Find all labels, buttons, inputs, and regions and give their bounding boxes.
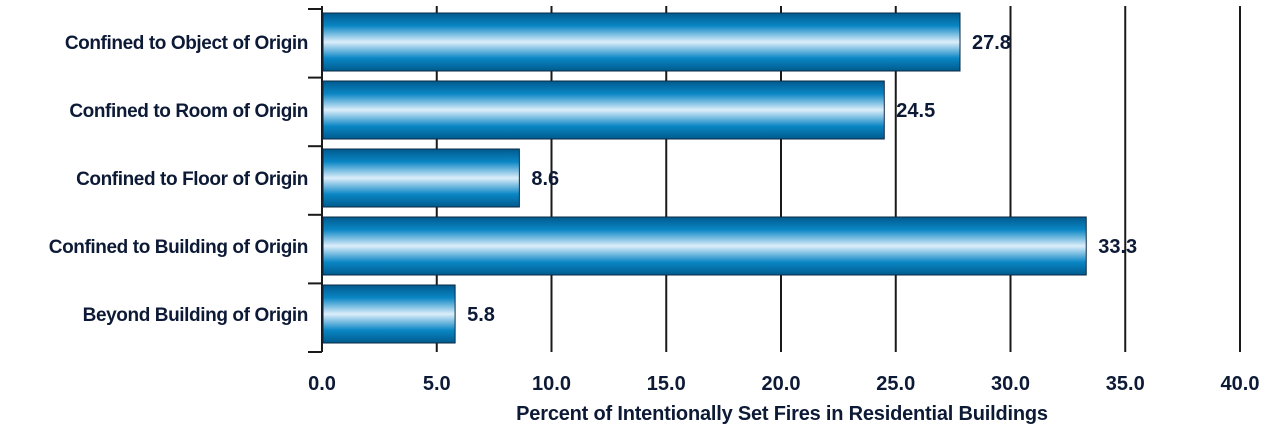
x-tick-label: 15.0	[647, 373, 686, 395]
x-tick-label: 35.0	[1106, 373, 1145, 395]
x-tick-label: 10.0	[532, 373, 571, 395]
category-label: Confined to Object of Origin	[65, 33, 308, 54]
category-label: Confined to Room of Origin	[69, 101, 308, 122]
x-tick-label: 0.0	[308, 373, 336, 395]
x-tick-label: 20.0	[762, 373, 801, 395]
bar-value-label: 8.6	[531, 168, 559, 190]
bar-value-label: 24.5	[896, 100, 935, 122]
bar	[323, 285, 455, 343]
x-tick-label: 30.0	[991, 373, 1030, 395]
category-label: Confined to Building of Origin	[49, 237, 308, 258]
x-tick-label: 40.0	[1221, 373, 1260, 395]
bar	[323, 81, 884, 139]
bar-value-label: 27.8	[972, 32, 1011, 54]
category-label: Confined to Floor of Origin	[76, 169, 308, 190]
bar	[323, 217, 1086, 275]
bar-value-label: 5.8	[467, 304, 495, 326]
axes	[308, 6, 322, 352]
category-label: Beyond Building of Origin	[83, 305, 308, 326]
bar	[323, 13, 960, 71]
bar-value-label: 33.3	[1098, 236, 1137, 258]
bars	[323, 13, 1086, 343]
x-axis-title: Percent of Intentionally Set Fires in Re…	[516, 403, 1048, 425]
x-tick-label: 5.0	[423, 373, 451, 395]
bar	[323, 149, 519, 207]
x-tick-label: 25.0	[876, 373, 915, 395]
